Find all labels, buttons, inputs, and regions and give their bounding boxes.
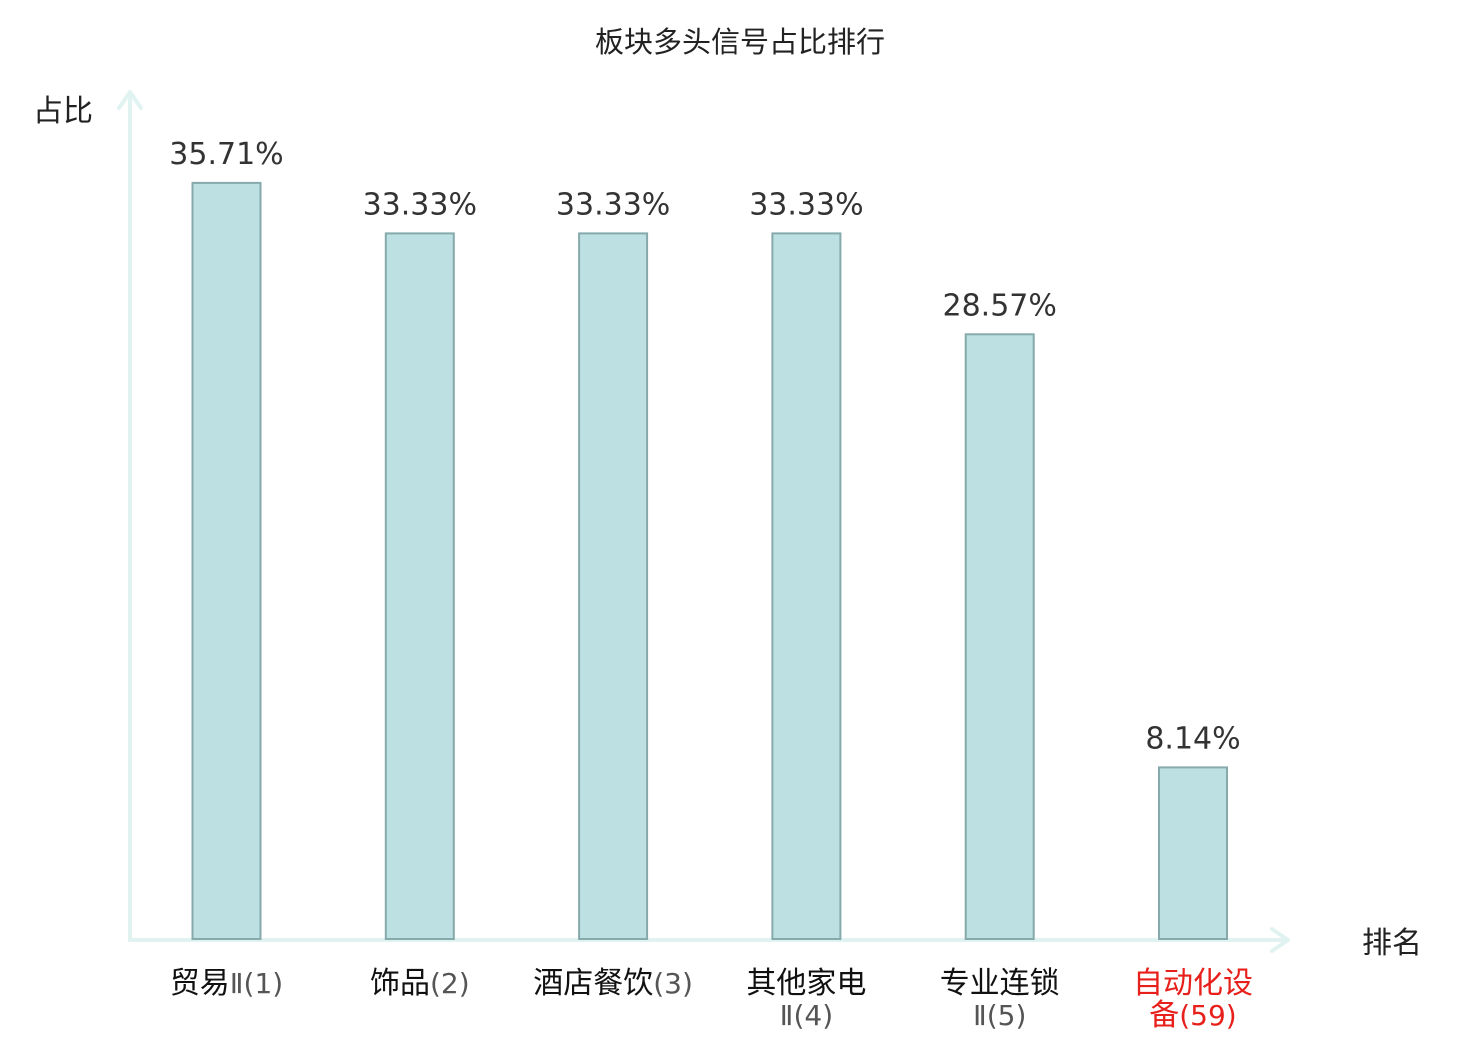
category-label: 自动化设 bbox=[1133, 966, 1253, 1001]
bar bbox=[1158, 766, 1228, 941]
bar bbox=[384, 232, 455, 940]
category-name: 其他家电 bbox=[746, 966, 866, 1001]
value-labels: 35.71% 33.33% 33.33% 33.33% 28.57% 8.14% bbox=[169, 137, 1240, 757]
category-name: 专业连锁 bbox=[940, 966, 1060, 1001]
category-label: 酒店餐饮(3) bbox=[533, 966, 693, 1001]
value-label: 33.33% bbox=[749, 187, 863, 222]
x-axis-arrow-icon bbox=[1270, 927, 1290, 953]
category-labels: 贸易Ⅱ(1) 饰品(2) 酒店餐饮(3) 其他家电Ⅱ(4)专业连锁Ⅱ(5)自动化设备(… bbox=[170, 966, 1253, 1033]
category-name: 饰品 bbox=[370, 966, 430, 1001]
category-label: 备(59) bbox=[1149, 998, 1236, 1033]
value-label: 35.71% bbox=[169, 137, 283, 172]
bar bbox=[964, 333, 1035, 940]
y-axis-title: 占比 bbox=[33, 94, 93, 129]
category-rank: (3) bbox=[653, 967, 693, 1000]
category-rank: Ⅱ(4) bbox=[780, 999, 833, 1032]
category-label: Ⅱ(4) bbox=[780, 999, 833, 1032]
category-label: Ⅱ(5) bbox=[973, 999, 1026, 1032]
category-label: 专业连锁 bbox=[940, 966, 1060, 1001]
y-axis bbox=[117, 90, 143, 940]
category-label: 贸易Ⅱ(1) bbox=[170, 966, 283, 1001]
value-label: 33.33% bbox=[363, 187, 477, 222]
value-label: 8.14% bbox=[1145, 721, 1240, 756]
category-name: 自动化设 bbox=[1133, 966, 1253, 1001]
category-label: 饰品(2) bbox=[370, 966, 470, 1001]
bar-series bbox=[191, 181, 1228, 941]
bar bbox=[191, 181, 262, 940]
bar bbox=[578, 232, 649, 940]
category-rank: (2) bbox=[430, 967, 470, 1000]
category-label: 其他家电 bbox=[746, 966, 866, 1001]
y-axis-arrow-icon bbox=[117, 90, 143, 110]
category-rank: Ⅱ(5) bbox=[973, 999, 1026, 1032]
value-label: 33.33% bbox=[556, 187, 670, 222]
category-name: 贸易 bbox=[170, 966, 230, 1001]
value-label: 28.57% bbox=[943, 288, 1057, 323]
bar bbox=[771, 232, 842, 940]
category-rank: (59) bbox=[1179, 999, 1236, 1032]
chart-title: 板块多头信号占比排行 bbox=[595, 25, 885, 59]
category-name: 酒店餐饮 bbox=[533, 966, 653, 1001]
category-rank: Ⅱ(1) bbox=[230, 967, 283, 1000]
x-axis bbox=[128, 927, 1290, 953]
x-axis-title: 排名 bbox=[1362, 926, 1422, 961]
category-name: 备 bbox=[1149, 998, 1179, 1033]
